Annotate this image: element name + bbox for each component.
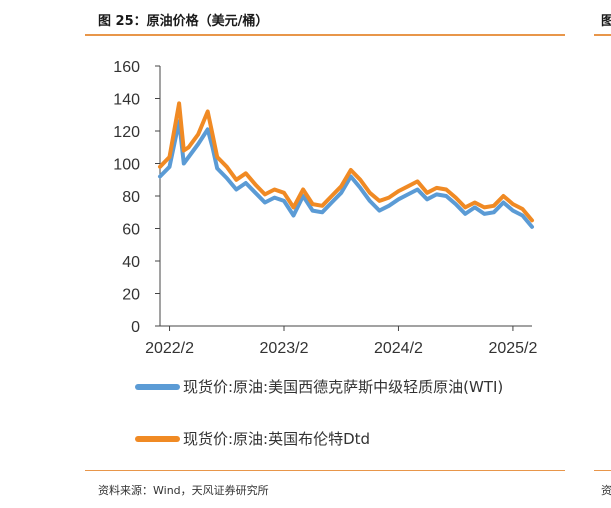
legend-swatch-brent <box>135 436 180 442</box>
series-line-wti <box>158 119 534 229</box>
title-rule <box>85 34 565 36</box>
x-tick-label: 2024/2 <box>374 340 423 357</box>
adjacent-source-rule <box>594 470 611 471</box>
y-tick-label: 20 <box>122 287 140 304</box>
x-tick-label: 2022/2 <box>145 340 194 357</box>
adjacent-title-rule <box>594 34 611 36</box>
figure-title: 图 25：原油价格（美元/桶） <box>98 14 269 29</box>
y-tick-label: 140 <box>113 92 140 109</box>
y-tick-label: 120 <box>113 124 140 141</box>
adjacent-figure-title-fragment: 图 <box>601 14 611 29</box>
y-tick-label: 40 <box>122 254 140 271</box>
y-tick-label: 100 <box>113 157 140 174</box>
source-rule <box>85 470 565 471</box>
x-tick-label: 2025/2 <box>488 340 537 357</box>
y-tick-label: 0 <box>131 319 140 336</box>
legend-label-wti: 现货价:原油:美国西德克萨斯中级轻质原油(WTI) <box>183 378 504 396</box>
y-tick-label: 160 <box>113 59 140 76</box>
legend-swatch-wti <box>135 384 180 390</box>
y-tick-label: 60 <box>122 222 140 239</box>
chart-series <box>158 101 534 229</box>
chart-axes: 0 20 40 60 80 100 120 140 160 2022/2 2023/2 2024/2 2… <box>113 59 537 357</box>
source-note: 资料来源：Wind，天风证券研究所 <box>98 484 269 497</box>
adjacent-source-fragment: 资 <box>601 484 611 497</box>
legend-label-brent: 现货价:原油:英国布伦特Dtd <box>183 430 371 448</box>
y-tick-label: 80 <box>122 189 140 206</box>
series-line-brent <box>158 101 534 223</box>
x-tick-label: 2023/2 <box>260 340 309 357</box>
